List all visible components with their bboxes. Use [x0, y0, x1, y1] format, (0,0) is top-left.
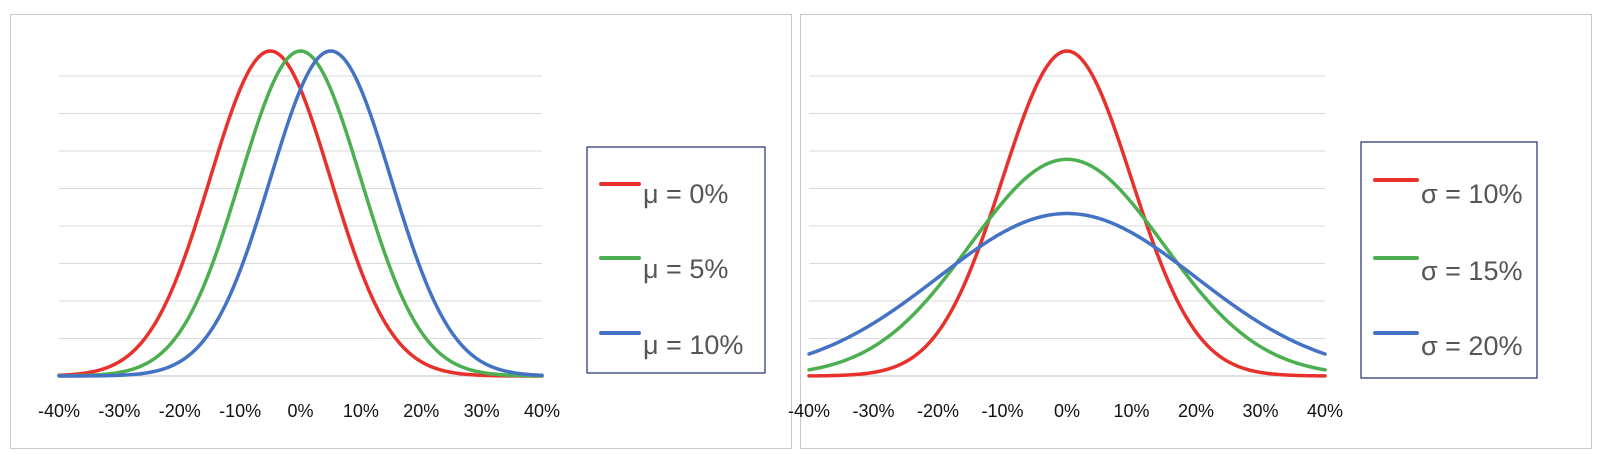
x-tick-label: 10% — [1113, 401, 1149, 421]
x-tick-label: 0% — [287, 401, 313, 421]
x-tick-label: -40% — [38, 401, 80, 421]
x-tick-label: 40% — [524, 401, 560, 421]
x-tick-label: 20% — [1178, 401, 1214, 421]
series-line — [807, 211, 1327, 356]
legend-label: σ = 15% — [1421, 256, 1522, 286]
x-tick-label: -10% — [219, 401, 261, 421]
series-line — [57, 49, 544, 378]
x-tick-label: 40% — [1307, 401, 1343, 421]
mean-comparison-chart: -40% -30% -20% -10% 0% 10% 20% 30% 40% μ = 0% μ = … — [38, 49, 766, 421]
x-tick-label: -10% — [981, 401, 1023, 421]
chart-panel-mean: -40% -30% -20% -10% 0% 10% 20% 30% 40% μ = 0% μ = … — [10, 14, 792, 449]
x-tick-label: -30% — [98, 401, 140, 421]
legend-label: μ = 5% — [643, 254, 728, 284]
legend-label: μ = 10% — [643, 330, 743, 360]
sigma-comparison-chart: -40% -30% -20% -10% 0% 10% 20% 30% 40% σ = 10% σ =… — [788, 49, 1538, 421]
legend-label: μ = 0% — [643, 179, 728, 209]
x-tick-label: -40% — [788, 401, 830, 421]
legend-label: σ = 20% — [1421, 331, 1522, 361]
series-line — [57, 49, 544, 378]
x-tick-label: 0% — [1054, 401, 1080, 421]
series-line — [57, 49, 544, 378]
chart-panel-sigma: -40% -30% -20% -10% 0% 10% 20% 30% 40% σ = 10% σ =… — [788, 14, 1592, 449]
x-tick-label: 20% — [403, 401, 439, 421]
legend-label: σ = 10% — [1421, 179, 1522, 209]
x-tick-label: -30% — [852, 401, 894, 421]
x-tick-label: 10% — [343, 401, 379, 421]
series-line — [807, 49, 1327, 378]
x-tick-label: -20% — [917, 401, 959, 421]
x-tick-label: -20% — [159, 401, 201, 421]
x-tick-label: 30% — [464, 401, 500, 421]
x-tick-label: 30% — [1242, 401, 1278, 421]
series-line — [807, 157, 1327, 372]
